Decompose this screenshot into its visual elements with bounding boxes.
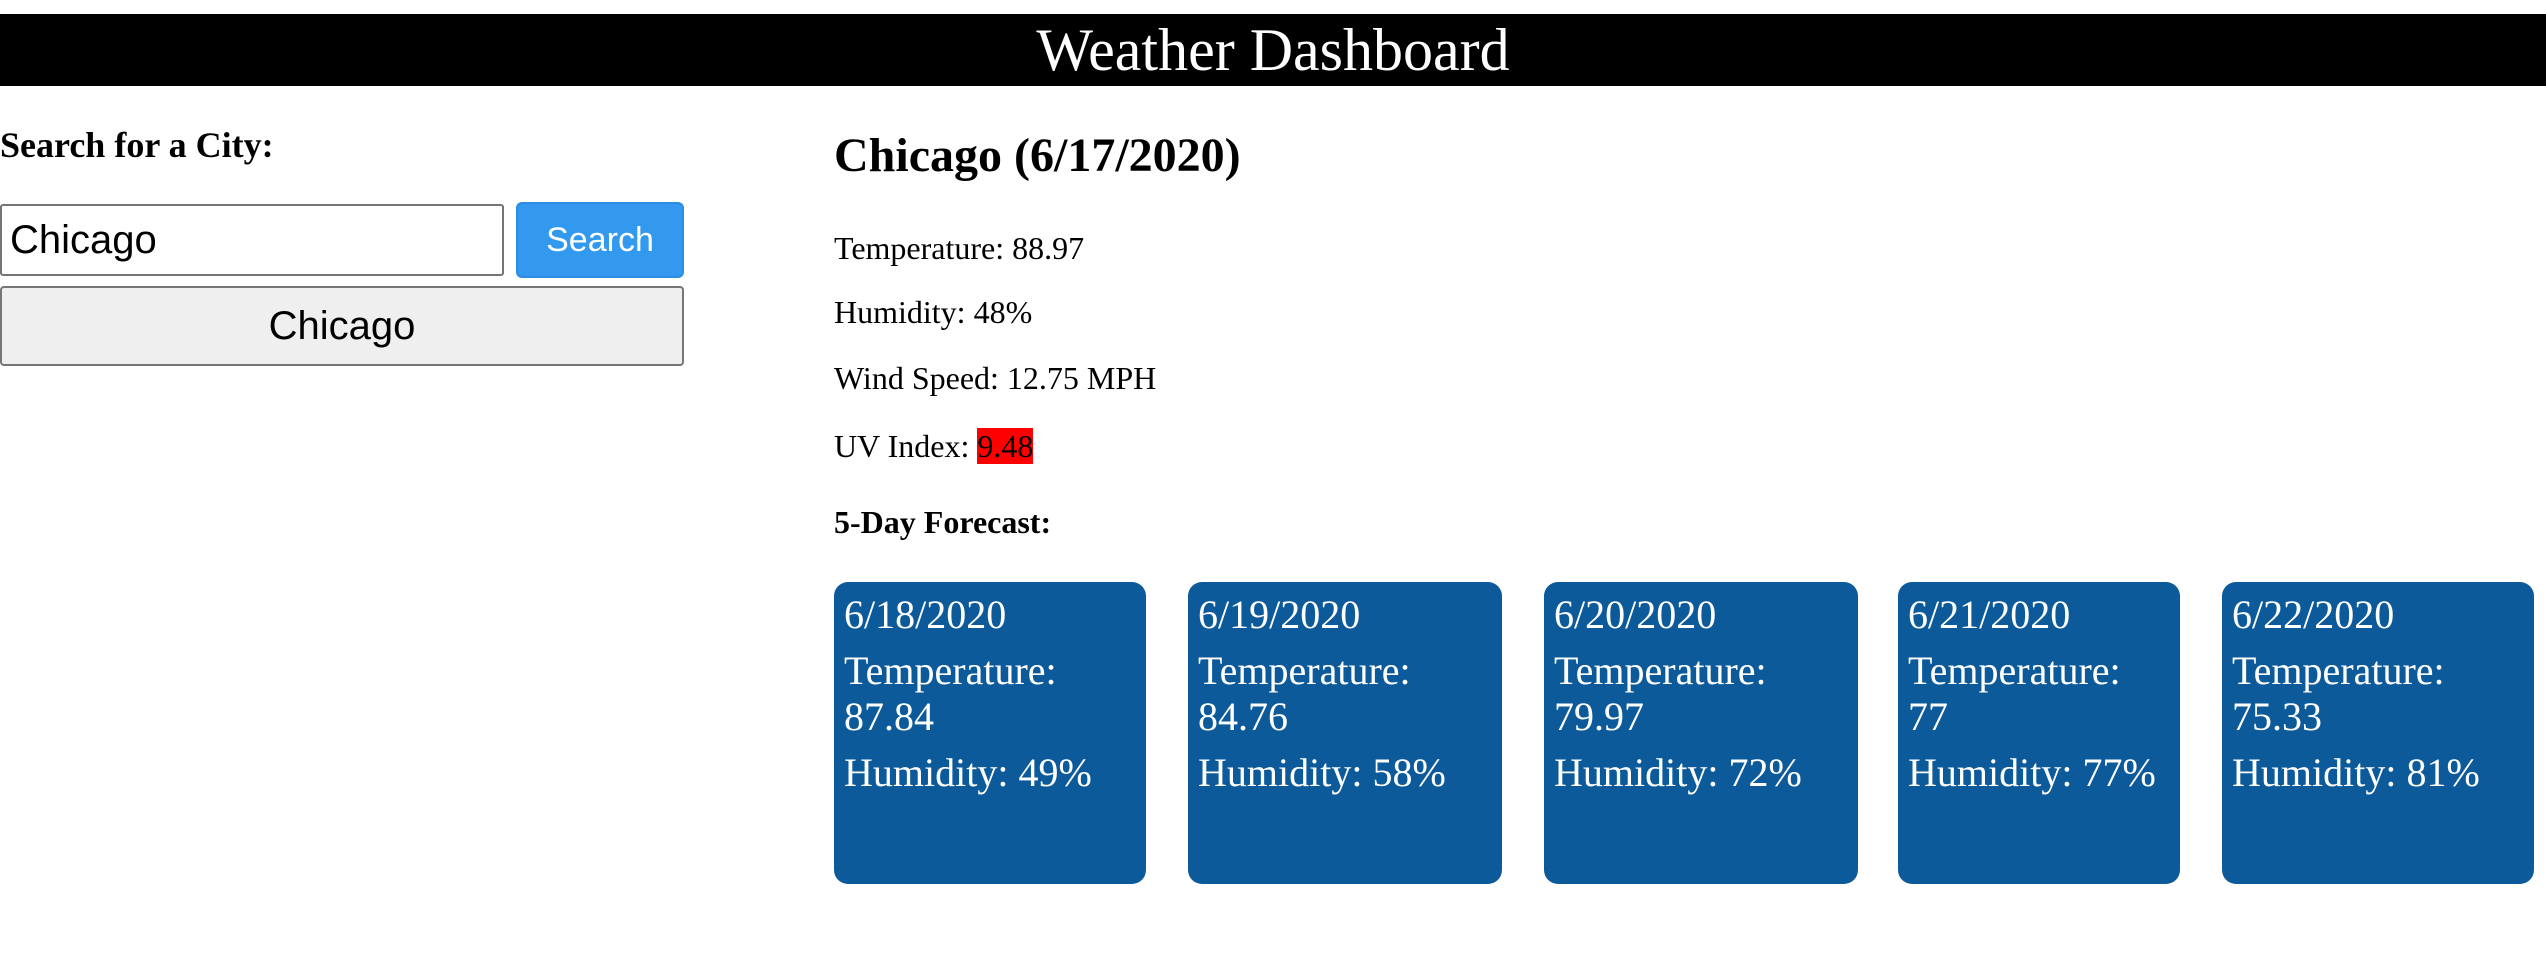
forecast-card: 6/20/2020 Temperature: 79.97 Humidity: 7… xyxy=(1544,582,1858,884)
search-button[interactable]: Search xyxy=(516,202,684,278)
forecast-heading: 5-Day Forecast: xyxy=(834,504,1052,540)
forecast-temperature: Temperature: 75.33 xyxy=(2232,648,2445,739)
history-city-button[interactable]: Chicago xyxy=(0,286,684,366)
forecast-card: 6/18/2020 Temperature: 87.84 Humidity: 4… xyxy=(834,582,1146,884)
forecast-card: 6/22/2020 Temperature: 75.33 Humidity: 8… xyxy=(2222,582,2534,884)
forecast-temperature: Temperature: 79.97 xyxy=(1554,648,1767,739)
uv-index-label: UV Index: xyxy=(834,428,978,464)
forecast-humidity: Humidity: 49% xyxy=(844,750,1092,795)
current-temperature: Temperature: 88.97 xyxy=(834,230,1085,266)
current-wind-speed: Wind Speed: 12.75 MPH xyxy=(834,360,1157,396)
current-uv-index: UV Index: 9.48 xyxy=(834,428,1034,465)
city-title: Chicago (6/17/2020) xyxy=(834,129,1241,182)
forecast-humidity: Humidity: 77% xyxy=(1908,750,2156,795)
forecast-humidity: Humidity: 72% xyxy=(1554,750,1802,795)
page-header: Weather Dashboard xyxy=(0,14,2546,86)
forecast-date: 6/22/2020 xyxy=(2232,592,2395,637)
forecast-card: 6/21/2020 Temperature: 77 Humidity: 77% xyxy=(1898,582,2180,884)
forecast-temperature: Temperature: 77 xyxy=(1908,648,2121,739)
current-humidity: Humidity: 48% xyxy=(834,294,1033,330)
forecast-cards: 6/18/2020 Temperature: 87.84 Humidity: 4… xyxy=(834,582,2534,884)
forecast-humidity: Humidity: 81% xyxy=(2232,750,2480,795)
forecast-temperature: Temperature: 87.84 xyxy=(844,648,1057,739)
search-input[interactable] xyxy=(0,204,504,276)
forecast-date: 6/19/2020 xyxy=(1198,592,1361,637)
forecast-date: 6/20/2020 xyxy=(1554,592,1717,637)
search-label: Search for a City: xyxy=(0,125,274,165)
forecast-humidity: Humidity: 58% xyxy=(1198,750,1446,795)
forecast-card: 6/19/2020 Temperature: 84.76 Humidity: 5… xyxy=(1188,582,1502,884)
forecast-temperature: Temperature: 84.76 xyxy=(1198,648,1411,739)
forecast-date: 6/18/2020 xyxy=(844,592,1007,637)
forecast-date: 6/21/2020 xyxy=(1908,592,2071,637)
page-title: Weather Dashboard xyxy=(1036,17,1510,83)
uv-index-badge: 9.48 xyxy=(977,428,1034,464)
